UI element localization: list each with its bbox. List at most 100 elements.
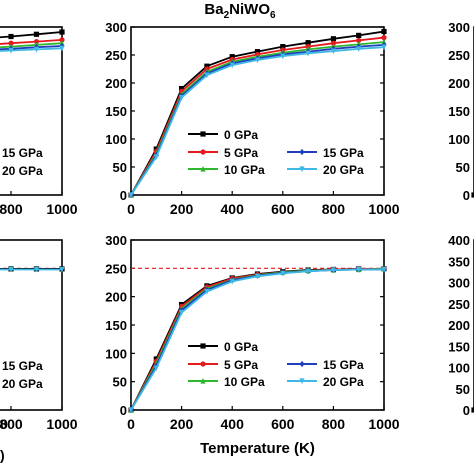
data-point [8, 47, 14, 54]
data-point [204, 288, 210, 295]
data-point [381, 44, 387, 51]
y-tick-label: 50 [456, 160, 470, 175]
legend-label: 5 GPa [224, 358, 258, 372]
data-point [356, 266, 362, 273]
data-point [330, 48, 336, 55]
legend-marker [200, 149, 206, 155]
data-point [356, 37, 362, 44]
y-tick-label: 0 [463, 188, 470, 203]
legend-marker [200, 131, 206, 137]
figure-title-sub1: 2 [224, 10, 230, 21]
x-tick-label: 600 [271, 201, 295, 217]
y-tick-label: 400 [448, 233, 470, 248]
data-point [179, 309, 185, 316]
data-point [280, 270, 286, 277]
data-point [356, 46, 362, 52]
data-point [59, 266, 65, 273]
figure-title: Ba2NiWO6 [204, 1, 276, 21]
cut-axis-fragment: ) [0, 447, 5, 463]
legend-label: 0 GPa [224, 128, 258, 142]
data-point [204, 63, 210, 69]
data-point [33, 46, 40, 53]
data-point [254, 273, 261, 280]
x-tick-label: 400 [221, 416, 245, 432]
legend-label: 5 GPa [224, 146, 258, 160]
y-tick-label: 250 [448, 297, 470, 312]
data-point [128, 407, 134, 414]
data-point [305, 268, 311, 275]
y-tick-label: 0 [463, 403, 470, 418]
y-tick-label: 200 [105, 76, 127, 91]
data-point [128, 192, 134, 199]
y-tick-label: 100 [448, 132, 470, 147]
legend-label: 15 GPa [323, 358, 364, 372]
data-point [59, 37, 65, 43]
y-tick-label: 200 [448, 76, 470, 91]
data-point [356, 32, 362, 38]
legend-label: 15 GPa [323, 146, 364, 160]
figure-title-sub2: 6 [270, 10, 276, 21]
x-tick-label: 800 [0, 416, 23, 432]
y-tick-label: 300 [448, 20, 470, 35]
data-point [229, 278, 235, 285]
x-tick-label: 1000 [368, 416, 399, 432]
series-line-15-gpa [0, 45, 63, 51]
y-tick-label: 250 [448, 48, 470, 63]
y-tick-label: 250 [105, 261, 127, 276]
data-point [330, 40, 336, 46]
plot-frame [0, 239, 63, 411]
legend-marker [299, 166, 305, 173]
figure-title-mid: NiWO [229, 1, 270, 18]
data-point [179, 94, 185, 101]
y-tick-label: 50 [113, 160, 127, 175]
data-point [8, 33, 14, 40]
legend-label: 0 GPa [224, 340, 258, 354]
data-point [305, 40, 311, 46]
legend-label: 15 GPa [2, 146, 43, 160]
data-point [153, 154, 159, 161]
x-tick-label: 200 [170, 416, 194, 432]
x-tick-label: 0 [0, 416, 8, 432]
x-tick-label: 1000 [46, 201, 77, 217]
data-point [471, 407, 474, 413]
data-point [229, 62, 235, 69]
plot-frame [0, 26, 63, 196]
y-tick-label: 300 [105, 20, 127, 35]
data-point [381, 35, 387, 41]
series-line-0-gpa [0, 31, 63, 39]
x-tick-label: 400 [221, 201, 245, 217]
data-point [254, 57, 261, 64]
data-point [305, 50, 311, 57]
y-tick-label: 150 [448, 104, 470, 119]
legend-marker [299, 378, 305, 385]
data-point [280, 44, 286, 50]
legend-label: 15 GPa [2, 359, 43, 373]
legend-label: 20 GPa [2, 164, 43, 178]
legend-marker [200, 343, 206, 349]
chart-panel-bottom-right-partial: 0 50 100 150 200 250 300 350 400 [448, 233, 474, 418]
x-tick-label: 200 [170, 201, 194, 217]
legend-marker [200, 377, 206, 384]
y-tick-label: 200 [448, 318, 470, 333]
data-point [179, 86, 185, 92]
y-tick-label: 0 [120, 188, 127, 203]
chart-panel-bottom-center: 0 50 100 150 200 250 300 0 200 400 600 800 1000 0 GPa… [105, 233, 399, 457]
series-line-20-gpa [0, 47, 63, 52]
data-point [33, 38, 40, 45]
y-tick-label: 350 [448, 254, 470, 269]
legend: 0 GPa 5 GPa 15 GPa 10 GPa 20 GPa [188, 128, 364, 177]
legend-marker [299, 360, 305, 368]
legend-label: 20 GPa [2, 377, 43, 391]
data-point [59, 45, 65, 52]
legend-label: 20 GPa [323, 375, 364, 389]
series-line-10-gpa [0, 42, 63, 49]
y-tick-label: 50 [113, 375, 127, 390]
x-tick-label: 800 [322, 201, 346, 217]
y-tick-label: 250 [105, 48, 127, 63]
y-tick-label: 100 [105, 346, 127, 361]
x-tick-label: 800 [0, 201, 23, 217]
y-tick-label: 150 [105, 104, 127, 119]
data-point [229, 54, 235, 60]
